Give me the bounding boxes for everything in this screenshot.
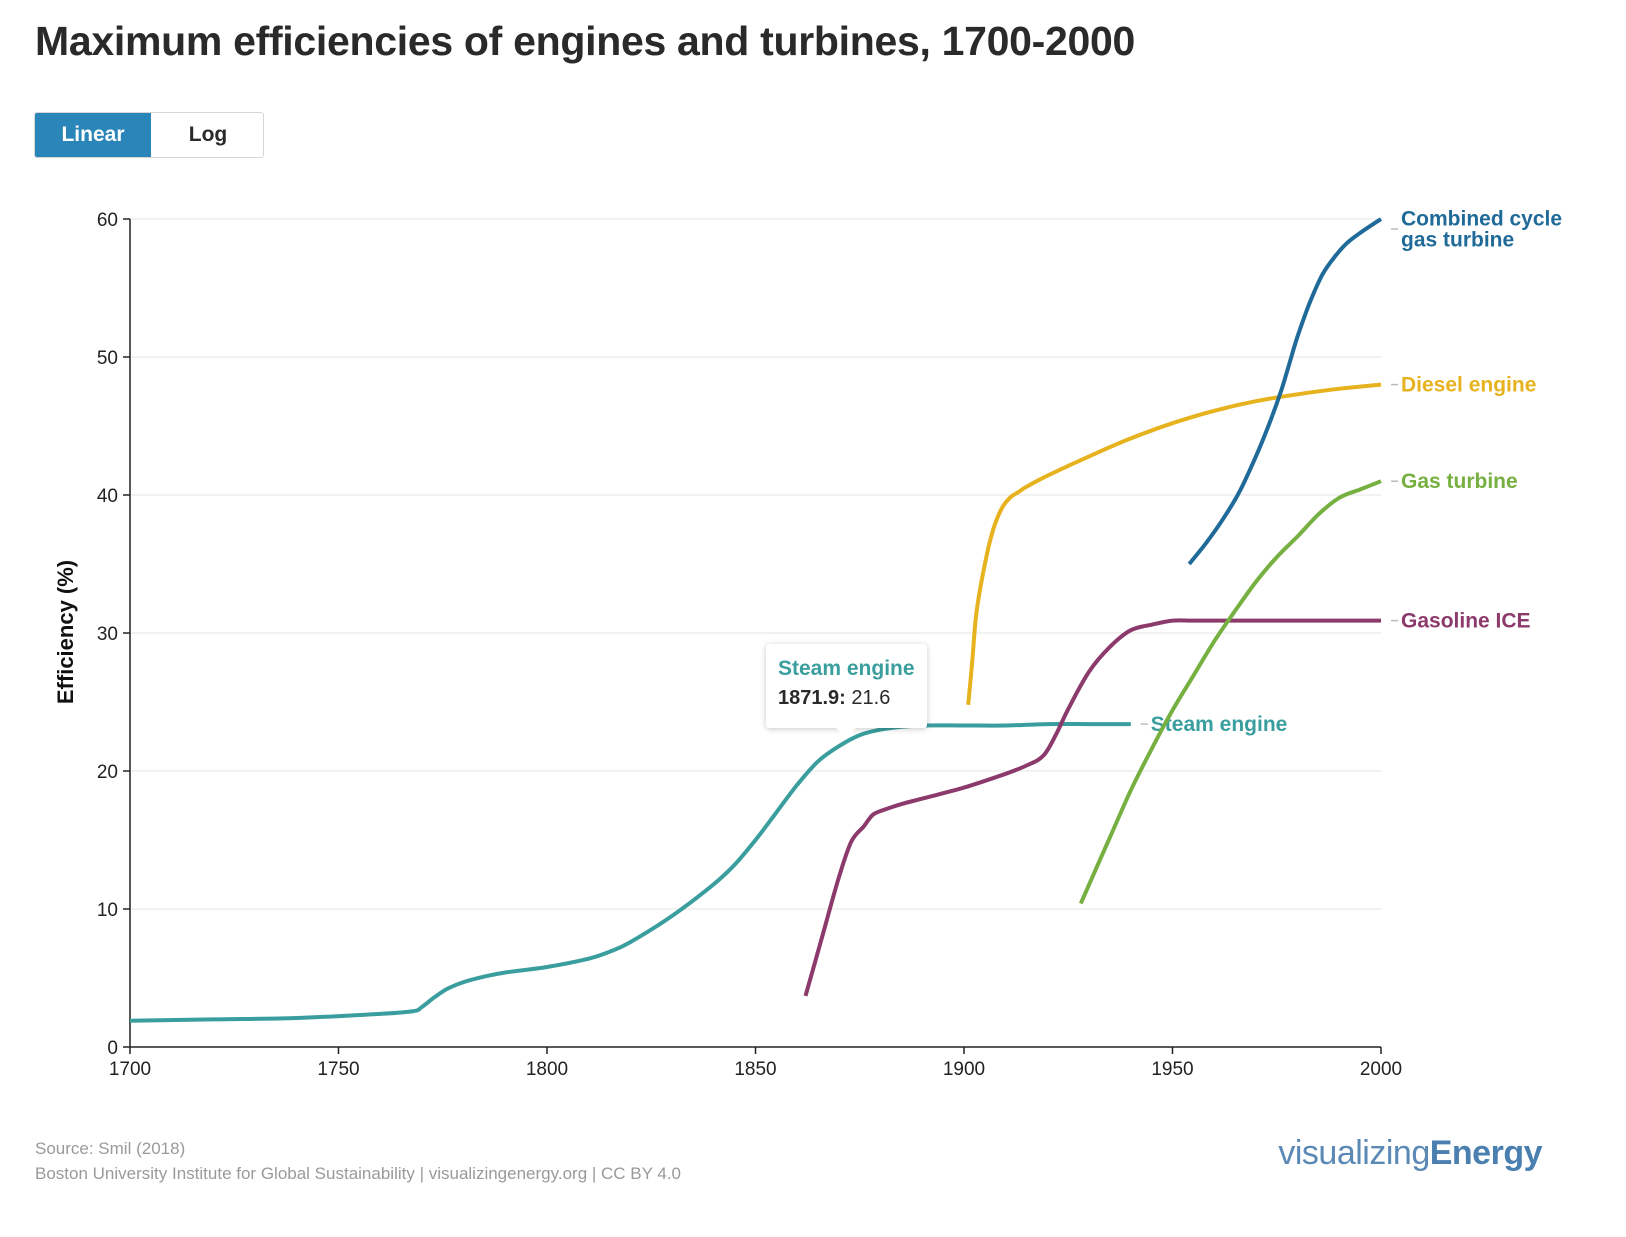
x-tick-label: 1900 xyxy=(943,1059,985,1080)
y-tick-label: 50 xyxy=(97,348,118,369)
series-label-combined-cycle-gas-turbine: gas turbine xyxy=(1401,229,1514,252)
data-tooltip: Steam engine 1871.9: 21.6 xyxy=(766,644,927,738)
tooltip-series-name: Steam engine xyxy=(778,657,915,680)
series-line-gas-turbine[interactable] xyxy=(1078,479,1382,905)
series-label-gasoline-ice: Gasoline ICE xyxy=(1401,610,1531,633)
linear-scale-button[interactable]: Linear xyxy=(35,113,151,157)
series-line-gasoline-ice[interactable] xyxy=(803,618,1382,997)
y-tick-label: 0 xyxy=(107,1038,118,1059)
log-scale-button[interactable]: Log xyxy=(151,113,263,157)
x-tick-label: 1950 xyxy=(1151,1059,1193,1080)
brand-logo[interactable]: visualizingEnergy xyxy=(1278,1134,1542,1173)
y-tick-label: 10 xyxy=(97,900,118,921)
logo-text-light: visualizing xyxy=(1278,1134,1430,1172)
series-label-gas-turbine: Gas turbine xyxy=(1401,470,1518,493)
x-tick-label: 1750 xyxy=(317,1059,359,1080)
series-label-diesel-engine: Diesel engine xyxy=(1401,374,1536,397)
credit-note[interactable]: Boston University Institute for Global S… xyxy=(35,1164,682,1183)
y-tick-label: 20 xyxy=(97,762,118,783)
y-tick-label: 30 xyxy=(97,624,118,645)
series-label-combined-cycle-gas-turbine: Combined cycle xyxy=(1401,208,1562,231)
x-tick-label: 2000 xyxy=(1360,1059,1402,1080)
series-line-diesel-engine[interactable] xyxy=(966,382,1382,705)
scale-toggle: Linear Log xyxy=(34,112,264,158)
x-tick-label: 1700 xyxy=(109,1059,151,1080)
y-tick-label: 40 xyxy=(97,486,118,507)
page-title: Maximum efficiencies of engines and turb… xyxy=(35,18,1136,64)
y-tick-label: 60 xyxy=(97,210,118,231)
x-tick-label: 1850 xyxy=(734,1059,776,1080)
y-axis-label: Efficiency (%) xyxy=(53,560,78,704)
tooltip-x-value: 1871.9: xyxy=(778,687,846,709)
logo-text-bold: Energy xyxy=(1429,1134,1543,1172)
series-line-steam-engine[interactable] xyxy=(129,722,1131,1023)
tooltip-value-row: 1871.9: 21.6 xyxy=(778,682,915,714)
series-label-steam-engine: Steam engine xyxy=(1151,713,1288,736)
source-note: Source: Smil (2018) xyxy=(35,1139,186,1158)
x-tick-label: 1800 xyxy=(526,1059,568,1080)
series-line-combined-cycle-gas-turbine[interactable] xyxy=(1187,217,1383,566)
tooltip-y-value: 21.6 xyxy=(851,687,891,709)
